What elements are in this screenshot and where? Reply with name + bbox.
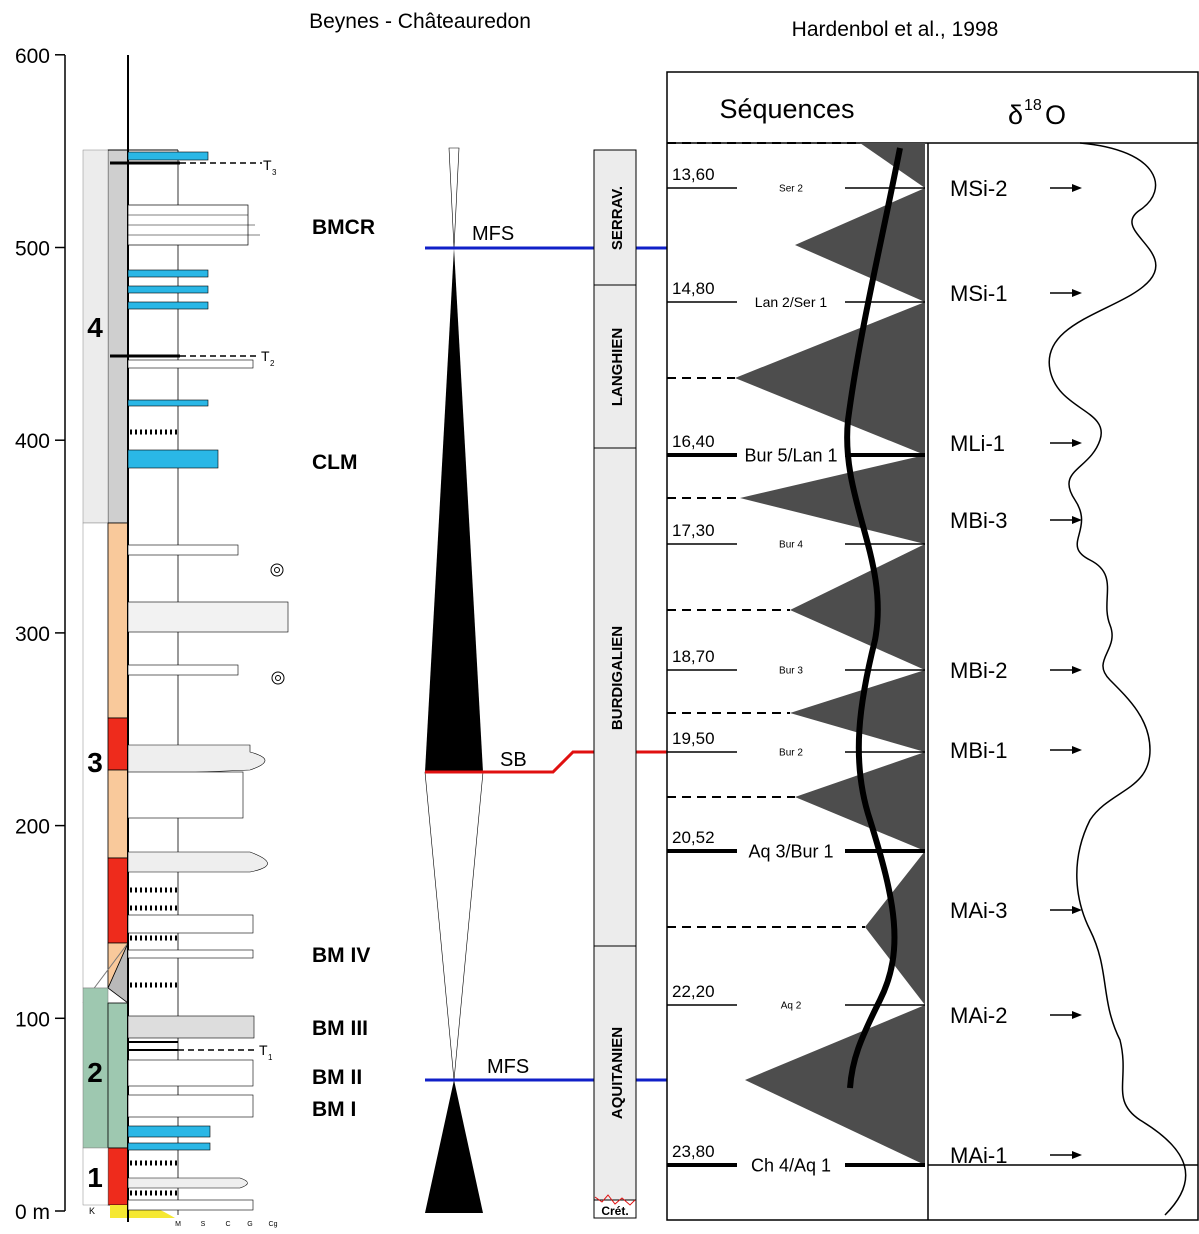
grain-size: Cg: [269, 1221, 278, 1228]
stage-label: Crét.: [601, 1204, 628, 1218]
bed-label: BM IV: [312, 944, 370, 967]
lithologic-log: [82, 55, 289, 1222]
column-header: Séquences: [719, 94, 854, 124]
boundary-age: 17,30: [672, 521, 715, 540]
tick-label: 300: [15, 623, 50, 646]
tick-label: 200: [15, 816, 50, 839]
boundary-name: Ch 4/Aq 1: [751, 1155, 831, 1175]
event-label: MAi-1: [950, 1143, 1007, 1168]
sequence-triangles: [424, 147, 484, 1213]
bed-label: BMCR: [312, 216, 375, 239]
tick-label: 600: [15, 45, 50, 68]
grain-size: S: [201, 1221, 206, 1228]
boundary-name: Bur 5/Lan 1: [744, 445, 837, 465]
bed-label: BM I: [312, 1098, 356, 1121]
column-header: 18: [1024, 97, 1042, 114]
tick-label: 500: [15, 238, 50, 261]
event-arrowhead: [1072, 666, 1082, 674]
event-label: MSi-1: [950, 281, 1007, 306]
event-arrowhead: [1072, 516, 1082, 524]
boundary-age: 20,52: [672, 828, 715, 847]
event-arrowhead: [1072, 289, 1082, 297]
reference-title: Hardenbol et al., 1998: [792, 18, 999, 41]
boundary-age: 22,20: [672, 982, 715, 1001]
unit-number: 3: [87, 747, 103, 778]
tick-label: 400: [15, 430, 50, 453]
unit-number: 1: [87, 1162, 103, 1193]
surface-label: MFS: [487, 1056, 529, 1078]
event-arrowhead: [1072, 184, 1082, 192]
event-label: MAi-3: [950, 898, 1007, 923]
event-label: MAi-2: [950, 1003, 1007, 1028]
stage-label: BURDIGALIEN: [609, 626, 626, 730]
event-label: MBi-3: [950, 508, 1007, 533]
boundary-age: 14,80: [672, 279, 715, 298]
grain-size: G: [247, 1221, 252, 1228]
basement-label: K: [89, 1206, 95, 1216]
dashed-lines: [667, 142, 865, 928]
bed-label: BM III: [312, 1017, 368, 1040]
event-label: MBi-2: [950, 658, 1007, 683]
boundary-age: 16,40: [672, 432, 715, 451]
sequence-wedges: [735, 143, 925, 1165]
stage-label: SERRAV.: [609, 186, 626, 250]
marker-index: 2: [270, 359, 275, 368]
stage-label: LANGHIEN: [609, 328, 626, 406]
marker-index: 1: [268, 1053, 273, 1062]
event-arrowhead: [1072, 906, 1082, 914]
isotope-events: MSi-2 MSi-1 MLi-1 MBi-3 MBi-2 MBi-1 MAi-3 MAi-2…: [950, 176, 1082, 1168]
event-label: MLi-1: [950, 431, 1005, 456]
event-arrowhead: [1072, 1011, 1082, 1019]
stage-column: [593, 149, 637, 1219]
unit-number: 4: [87, 312, 103, 343]
boundary-age: 23,80: [672, 1142, 715, 1161]
surface-label: MFS: [472, 223, 514, 245]
event-arrowhead: [1072, 1151, 1082, 1159]
boundary-name: Bur 4: [779, 540, 803, 551]
unit-number: 2: [87, 1057, 103, 1088]
bed-label: BM II: [312, 1066, 362, 1089]
axis-ticks: 0 m 100 200 300 400 500 600: [15, 45, 65, 1224]
boundary-age: 19,50: [672, 729, 715, 748]
column-header: O: [1045, 100, 1066, 130]
chart-panel: [666, 71, 1199, 1221]
event-arrowhead: [1072, 746, 1082, 754]
trend-curve: [844, 147, 903, 1089]
event-label: MBi-1: [950, 738, 1007, 763]
marker-letter: T: [263, 157, 272, 173]
boundary-name: Bur 2: [779, 748, 803, 759]
grain-size: C: [225, 1221, 230, 1228]
surface-label: SB: [500, 749, 527, 771]
event-label: MSi-2: [950, 176, 1007, 201]
marker-index: 3: [272, 168, 277, 177]
stage-label: AQUITANIEN: [609, 1027, 626, 1119]
marker-letter: T: [261, 348, 270, 364]
boundary-age: 13,60: [672, 165, 715, 184]
boundary-name: Aq 2: [781, 1001, 802, 1012]
boundary-name: Bur 3: [779, 666, 803, 677]
section-title: Beynes - Châteauredon: [309, 10, 531, 33]
grain-size: M: [175, 1221, 181, 1228]
boundary-age: 18,70: [672, 647, 715, 666]
column-header: δ: [1008, 100, 1023, 130]
bed-label: CLM: [312, 451, 358, 474]
boundaries: 13,60 Ser 2 14,80 Lan 2/Ser 1 16,40 Bur 5/Lan…: [667, 165, 925, 1175]
boundary-name: Lan 2/Ser 1: [755, 294, 828, 310]
boundary-name: Ser 2: [779, 184, 803, 195]
isotope-curve: [1048, 142, 1187, 1216]
tick-label: 100: [15, 1008, 50, 1031]
tick-label: 0 m: [15, 1201, 50, 1224]
marker-letter: T: [259, 1042, 268, 1058]
event-arrowhead: [1072, 439, 1082, 447]
boundary-name: Aq 3/Bur 1: [748, 841, 833, 861]
